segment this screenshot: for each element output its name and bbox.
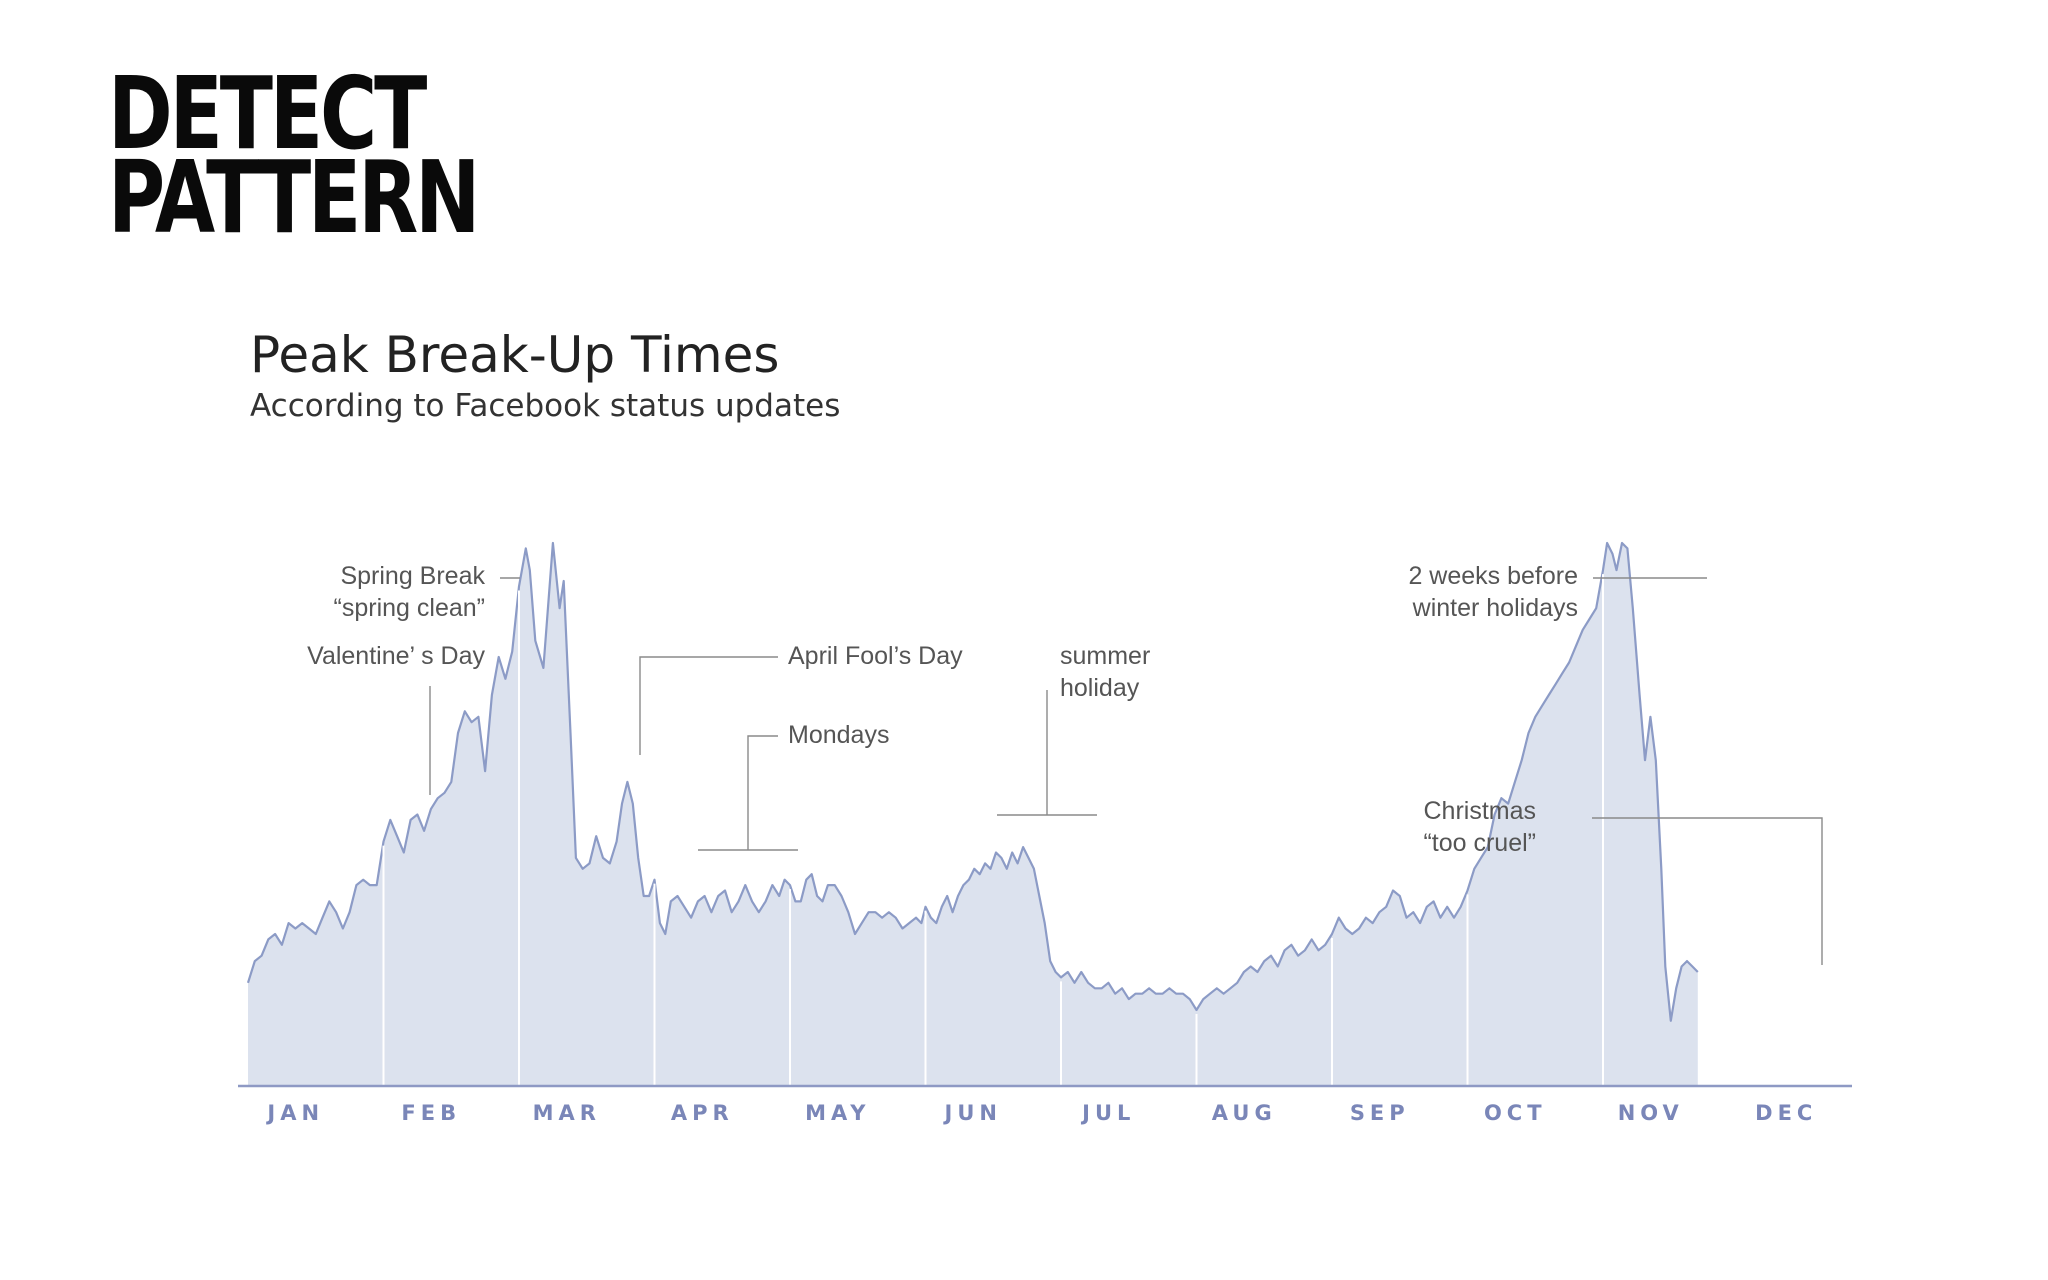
chart-title: Peak Break-Up Times: [250, 326, 780, 384]
x-tick-label: JUL: [1080, 1101, 1135, 1125]
annotation-spring-break: Spring Break “spring clean”: [334, 562, 486, 622]
annotation-leader-line: [747, 735, 778, 850]
headline-line-1: DETECT: [108, 55, 427, 172]
annotation-april-fools: April Fool’s Day: [788, 642, 963, 670]
x-tick-label: SEP: [1350, 1101, 1410, 1125]
x-tick-label: APR: [671, 1101, 734, 1125]
x-tick-label: FEB: [401, 1101, 461, 1125]
annotation-text-line: Valentine’ s Day: [307, 642, 485, 670]
annotation-text-line: Christmas: [1423, 797, 1536, 825]
chart-subtitle: According to Facebook status updates: [250, 388, 841, 424]
annotation-text-line: “spring clean”: [334, 594, 485, 622]
annotation-christmas: Christmas “too cruel”: [1423, 797, 1536, 857]
x-tick-label: JUN: [943, 1101, 1002, 1125]
annotation-summer-holiday: summer holiday: [1060, 642, 1150, 702]
series-line: [246, 541, 1699, 1022]
x-tick-label: AUG: [1212, 1101, 1277, 1125]
annotation-text-line: 2 weeks before: [1408, 562, 1578, 590]
x-tick-label: MAY: [805, 1101, 870, 1125]
annotation-text-line: Spring Break: [340, 562, 485, 590]
annotation-mondays: Mondays: [788, 721, 889, 749]
annotation-text-line: summer: [1060, 642, 1150, 670]
x-tick-label: NOV: [1618, 1101, 1684, 1125]
annotation-text-line: holiday: [1060, 674, 1140, 702]
x-tick-label: DEC: [1755, 1101, 1817, 1125]
annotation-two-weeks: 2 weeks before winter holidays: [1408, 562, 1578, 622]
annotation-text-line: April Fool’s Day: [788, 642, 963, 670]
annotation-text-line: Mondays: [788, 721, 889, 749]
annotation-text-line: “too cruel”: [1423, 829, 1536, 857]
annotation-text-line: winter holidays: [1412, 594, 1578, 622]
headline: DETECT PATTERN: [108, 55, 480, 256]
x-tick-label: OCT: [1484, 1101, 1547, 1125]
annotation-leader-line: [1592, 817, 1823, 965]
annotation-valentines: Valentine’ s Day: [307, 642, 485, 670]
headline-line-2: PATTERN: [108, 139, 480, 256]
annotation-leader-line: [639, 656, 778, 755]
x-tick-label: JAN: [265, 1101, 324, 1125]
x-tick-label: MAR: [533, 1101, 601, 1125]
series-area: [248, 543, 1698, 1086]
